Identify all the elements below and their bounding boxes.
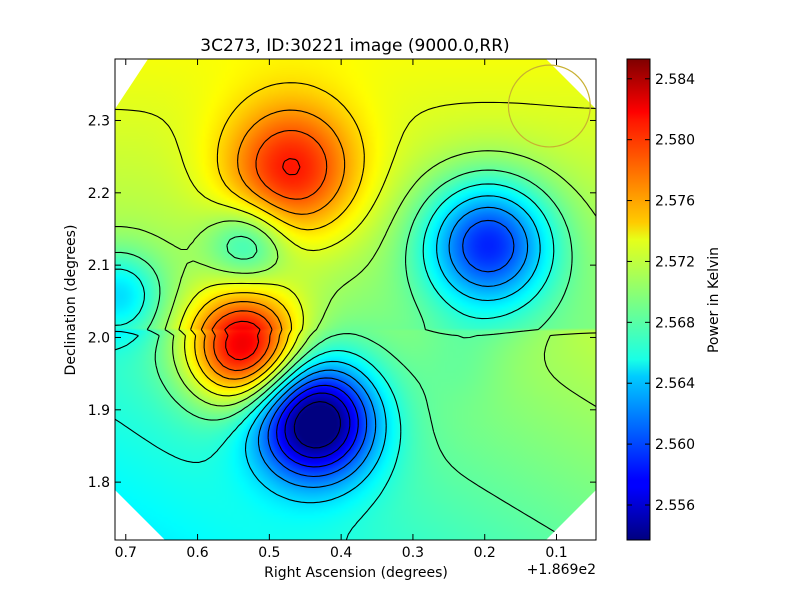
colorbar-gradient — [626, 58, 651, 541]
beam-circle — [507, 64, 591, 148]
plot-area — [114, 58, 597, 541]
chart-title: 3C273, ID:30221 image (9000.0,RR) — [200, 36, 509, 56]
contour-line — [224, 158, 301, 361]
x-tick-label: 0.1 — [545, 545, 567, 561]
contour-line — [115, 101, 596, 397]
colorbar-tick-label: 2.568 — [655, 315, 695, 331]
contour-line — [293, 401, 341, 449]
x-tick-label: 0.7 — [115, 545, 137, 561]
contour-line — [115, 169, 573, 540]
y-axis-label: Declination (degrees) — [63, 225, 79, 376]
colorbar-tick-label: 2.580 — [655, 133, 695, 149]
x-tick-label: 0.2 — [474, 545, 496, 561]
y-tick-label: 2.3 — [88, 113, 110, 129]
colorbar-tick-label: 2.556 — [655, 498, 695, 514]
y-tick-label: 2.0 — [88, 330, 110, 346]
colorbar: 2.556 2.560 2.564 2.568 2.572 2.576 2.580 2.584… — [626, 58, 722, 541]
contour-line — [115, 150, 596, 407]
y-tick-label: 1.9 — [88, 403, 110, 419]
colorbar-tick-label: 2.584 — [655, 72, 695, 88]
colorbar-label: Power in Kelvin — [706, 247, 722, 353]
x-tick-label: 0.5 — [258, 545, 280, 561]
y-axis: 1.8 1.9 2.0 2.1 2.2 2.3 — [88, 113, 596, 491]
contour-line — [257, 206, 529, 488]
contour-line — [284, 392, 351, 459]
x-axis-label: Right Ascension (degrees) — [264, 565, 448, 581]
contour-lines — [115, 82, 596, 540]
contour-line — [211, 129, 328, 372]
colorbar-tick-label: 2.576 — [655, 194, 695, 210]
colorbar-tick-label: 2.560 — [655, 437, 695, 453]
x-tick-label: 0.3 — [402, 545, 424, 561]
heatmap-image — [115, 59, 596, 540]
contour-line — [267, 219, 515, 478]
y-tick-label: 2.1 — [88, 258, 110, 274]
colorbar-ticks: 2.556 2.560 2.564 2.568 2.572 2.576 2.580 2.584 — [627, 72, 695, 514]
contour-line — [190, 82, 365, 388]
contour-line — [276, 384, 359, 468]
contour-line — [200, 109, 346, 380]
x-tick-label: 0.6 — [186, 545, 208, 561]
x-tick-label: 0.4 — [330, 545, 352, 561]
y-tick-label: 2.2 — [88, 186, 110, 202]
x-axis: 0.7 0.6 0.5 0.4 0.3 0.2 0.1 — [115, 59, 568, 561]
colorbar-tick-label: 2.564 — [655, 376, 695, 392]
plot-frame — [114, 58, 597, 541]
contour-line — [115, 183, 555, 540]
y-tick-label: 1.8 — [88, 475, 110, 491]
colorbar-tick-label: 2.572 — [655, 254, 695, 270]
contour-line — [244, 195, 541, 504]
x-axis-offset-label: +1.869e2 — [527, 562, 596, 578]
